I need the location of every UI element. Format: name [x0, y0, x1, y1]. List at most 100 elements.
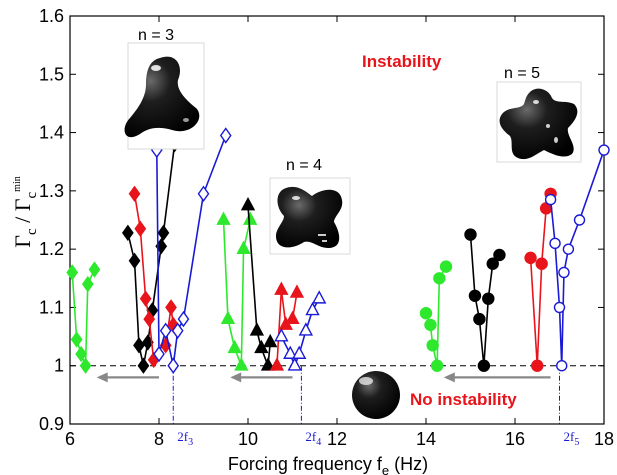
x-tick-label: 8 [154, 429, 164, 449]
data-point [249, 322, 265, 336]
drop-image-n5 [496, 81, 582, 163]
y-tick-label: 1.3 [39, 181, 64, 201]
data-point [66, 264, 79, 281]
data-point [287, 357, 302, 371]
data-point [486, 257, 499, 270]
annotation-n3: n = 3 [138, 27, 174, 44]
x-axis-label-main: Forcing frequency f [228, 454, 383, 474]
x-tick-label: 14 [416, 429, 436, 449]
data-point [143, 310, 156, 328]
data-point [562, 243, 575, 255]
data-point [305, 301, 320, 316]
data-point [133, 337, 145, 354]
series-line [549, 149, 605, 366]
data-point [216, 211, 231, 225]
y-axis-label-sep: / Γ [10, 198, 35, 228]
data-point [493, 248, 506, 262]
data-point [128, 185, 141, 202]
data-point [289, 284, 305, 298]
series-line [222, 219, 252, 366]
data-point [298, 322, 314, 336]
data-point [88, 261, 101, 278]
arrow-head [230, 372, 242, 383]
y-tick-label: 1.1 [39, 297, 64, 317]
data-point [419, 307, 433, 320]
y-axis-label: Γc / Γcmin [10, 176, 40, 247]
drop-image-n3 [124, 42, 205, 150]
y-axis-label-gamma: Γ [10, 235, 35, 248]
x-tick-label: 6 [65, 429, 75, 449]
x-tick-label: 12 [327, 429, 347, 449]
data-point [219, 127, 232, 144]
x-axis-label-sub: e [382, 463, 389, 475]
annotation-instability: Instability [362, 52, 442, 71]
freq-mark-label: 2f3 [177, 429, 193, 448]
annotation-n4: n = 4 [286, 157, 322, 174]
data-point [531, 359, 544, 372]
y-tick-label: 1.5 [39, 64, 64, 84]
y-axis-label-sub2: c [24, 192, 40, 199]
data-point [477, 359, 491, 372]
data-point [260, 357, 276, 371]
plot-area: 6 8 10 12 14 16 18 0.9 1 1.1 1.2 1.3 1.4 1.5 1.6 2f3 2f4… [39, 6, 614, 449]
data-point [274, 328, 289, 342]
data-point [473, 312, 486, 326]
data-point [468, 289, 482, 302]
annotation-no-instability: No instability [410, 390, 517, 409]
annotation-n5: n = 5 [504, 65, 540, 82]
x-axis-label-unit: (Hz) [389, 454, 428, 474]
data-point [524, 251, 537, 265]
data-point [292, 345, 307, 359]
data-point [426, 339, 439, 352]
y-tick-label: 1 [54, 356, 64, 376]
arrow-head [443, 372, 455, 383]
x-tick-label: 16 [505, 429, 525, 449]
data-point [227, 339, 242, 354]
arrow-head [96, 372, 108, 383]
data-point [269, 357, 285, 371]
data-point [137, 357, 150, 374]
data-point [134, 220, 147, 237]
drop-image-round [352, 371, 400, 419]
data-point [236, 240, 251, 255]
data-point [274, 281, 289, 295]
series-line [529, 193, 552, 366]
data-point [553, 301, 566, 314]
data-point [177, 310, 190, 328]
data-point [439, 260, 453, 273]
y-tick-label: 1.4 [39, 123, 64, 143]
data-point [424, 318, 437, 332]
data-point [128, 252, 141, 270]
series-line [133, 193, 155, 360]
y-axis-label-sub: c [24, 228, 40, 235]
freq-mark-label: 2f5 [564, 429, 580, 448]
data-point [139, 290, 152, 307]
data-point [430, 359, 444, 372]
data-point [171, 322, 184, 339]
data-point [240, 196, 256, 211]
data-point [598, 144, 610, 156]
data-point [70, 331, 83, 348]
data-point [482, 292, 495, 305]
data-point [556, 360, 568, 372]
data-point [464, 228, 477, 241]
x-tick-label: 10 [238, 429, 258, 449]
data-point [558, 266, 570, 279]
drop-image-n4 [269, 177, 351, 255]
data-point [243, 211, 258, 225]
data-point [549, 237, 561, 250]
data-point [312, 290, 327, 304]
data-point [159, 322, 172, 339]
data-point [167, 357, 180, 374]
y-axis-label-sup2: min [12, 176, 23, 192]
data-point [157, 224, 170, 242]
x-axis-label: Forcing frequency fe (Hz) [228, 454, 428, 475]
data-point [283, 345, 298, 359]
freq-mark-label: 2f4 [305, 429, 321, 448]
data-point [535, 257, 548, 270]
data-point [234, 357, 249, 371]
data-point [197, 185, 210, 202]
x-tick-label: 18 [594, 429, 614, 449]
data-point [544, 193, 557, 206]
